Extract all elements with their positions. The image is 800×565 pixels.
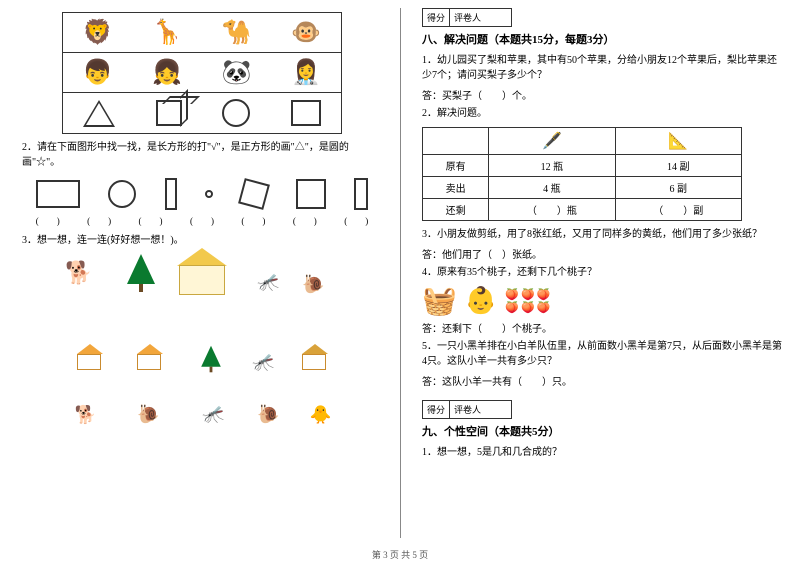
grid-row-people: 👦 👧 🐼 👩‍⚕️ [63, 53, 341, 93]
mosquito-icon: 🦟 [257, 272, 279, 293]
cell: 还剩 [423, 199, 489, 221]
q8-1: 1．幼儿园买了梨和苹果，其中有50个苹果，分给小朋友12个苹果后，梨比苹果还少7… [422, 53, 782, 83]
table-row: 还剩 （ ）瓶 （ ）副 [423, 199, 742, 221]
reviewer-label: 评卷人 [450, 9, 485, 26]
small-house-icon [77, 352, 103, 374]
section-9-title: 九、个性空间（本题共5分） [422, 423, 782, 439]
paren: ( ) [190, 214, 214, 227]
camel-icon: 🐪 [222, 18, 252, 47]
shape-diamond [238, 178, 270, 210]
baby-icon: 👶 [465, 286, 497, 316]
paren: ( ) [293, 214, 317, 227]
score-box-2: 得分 评卷人 [422, 400, 512, 419]
cell: 原有 [423, 155, 489, 177]
mosquito-icon: 🦟 [252, 352, 274, 373]
q8-5-answer: 答：这队小羊一共有（ ）只。 [422, 375, 782, 390]
shape-circle [108, 180, 136, 208]
grid-row-animals: 🦁 🦒 🐪 🐵 [63, 13, 341, 53]
page-footer: 第 3 页 共 5 页 [0, 548, 800, 561]
paren: ( ) [87, 214, 111, 227]
q3-text: 3．想一想，连一连(好好想一想！)。 [22, 233, 382, 248]
nurse-icon: 👩‍⚕️ [291, 58, 321, 87]
cell: （ ）副 [615, 199, 741, 221]
peach-icons: 🍑🍑🍑🍑🍑🍑 [505, 288, 552, 314]
paren: ( ) [36, 214, 60, 227]
q8-5: 5．一只小黑羊排在小白羊队伍里，从前面数小黑羊是第7只，从后面数小黑羊是第4只。… [422, 339, 782, 369]
cell: （ ）瓶 [489, 199, 615, 221]
lion-icon: 🦁 [83, 18, 113, 47]
q8-3: 3．小朋友做剪纸，用了8张红纸，又用了同样多的黄纸，他们用了多少张纸？ [422, 227, 782, 242]
th-blank [423, 128, 489, 155]
shape-thin-rect [354, 178, 368, 210]
q8-4: 4．原来有35个桃子，还剩下几个桃子？ [422, 265, 782, 280]
cell: 12 瓶 [489, 155, 615, 177]
q3-scene: 🐕 🦟 🐌 🦟 🐕 🐌 🦟 🐌 🐥 [57, 252, 347, 427]
table-row: 原有 12 瓶 14 副 [423, 155, 742, 177]
cell: 卖出 [423, 177, 489, 199]
q8-3-answer: 答：他们用了（ ）张纸。 [422, 248, 782, 263]
small-house-icon [137, 352, 163, 374]
q2-text: 2．请在下面图形中找一找，是长方形的打"√"，是正方形的画"△"，是圆的画"☆"… [22, 140, 382, 170]
big-house-icon [177, 262, 227, 302]
shape-rect [36, 180, 80, 208]
score-label: 得分 [423, 9, 450, 26]
cell: 4 瓶 [489, 177, 615, 199]
th-ink: 🖋️ [489, 128, 615, 155]
score-box: 得分 评卷人 [422, 8, 512, 27]
shape-square [296, 179, 326, 209]
panda-icon: 🐼 [222, 58, 252, 87]
giraffe-icon: 🦒 [152, 18, 182, 47]
column-divider [400, 8, 401, 538]
th-ruler: 📐 [615, 128, 741, 155]
table-row: 卖出 4 瓶 6 副 [423, 177, 742, 199]
tree-icon [127, 254, 155, 292]
triangle-icon [83, 100, 115, 127]
grid-row-shapes [63, 93, 341, 133]
circle-icon [222, 99, 250, 127]
peach-scene: 🧺 👶 🍑🍑🍑🍑🍑🍑 [422, 284, 782, 318]
snail-icon: 🐌 [257, 404, 279, 425]
small-tree-icon [201, 346, 221, 373]
cube-icon [156, 100, 182, 126]
dog-icon: 🐕 [75, 405, 97, 426]
q2-shapes-row [22, 178, 382, 210]
paren: ( ) [241, 214, 265, 227]
q2-answer-row: ( ) ( ) ( ) ( ) ( ) ( ) ( ) [22, 214, 382, 227]
dog-icon: 🐕 [65, 260, 92, 286]
inventory-table: 🖋️ 📐 原有 12 瓶 14 副 卖出 4 瓶 6 副 还剩 （ ）瓶 （ ）… [422, 127, 742, 221]
q8-2: 2．解决问题。 [422, 106, 782, 121]
left-column: 🦁 🦒 🐪 🐵 👦 👧 🐼 👩‍⚕️ 2．请在下面图形中找一找，是长方形的打"√… [0, 0, 400, 545]
girl-icon: 👧 [152, 58, 182, 87]
monkey-icon: 🐵 [291, 18, 321, 47]
reviewer-label: 评卷人 [450, 401, 485, 418]
score-label: 得分 [423, 401, 450, 418]
boy-icon: 👦 [83, 58, 113, 87]
section-8-title: 八、解决问题（本题共15分，每题3分） [422, 31, 782, 47]
q9-1: 1．想一想，5是几和几合成的？ [422, 445, 782, 460]
ink-icon: 🖋️ [542, 133, 562, 150]
q8-4-answer: 答：还剩下（ ）个桃子。 [422, 322, 782, 337]
cell: 14 副 [615, 155, 741, 177]
cell: 6 副 [615, 177, 741, 199]
shape-dot [205, 190, 213, 198]
mosquito-icon: 🦟 [202, 404, 224, 425]
snail-icon: 🐌 [137, 404, 159, 425]
table-row: 🖋️ 📐 [423, 128, 742, 155]
right-column: 得分 评卷人 八、解决问题（本题共15分，每题3分） 1．幼儿园买了梨和苹果，其… [400, 0, 800, 545]
shape-tall-rect [165, 178, 177, 210]
grid-picture: 🦁 🦒 🐪 🐵 👦 👧 🐼 👩‍⚕️ [62, 12, 342, 134]
paren: ( ) [139, 214, 163, 227]
bird-icon: 🐥 [310, 405, 332, 426]
square-icon [291, 100, 321, 126]
ruler-icon: 📐 [668, 133, 688, 150]
small-house-icon [302, 352, 328, 374]
snail-icon: 🐌 [302, 274, 324, 295]
q8-1-answer: 答：买梨子（ ）个。 [422, 89, 782, 104]
basket-icon: 🧺 [422, 284, 457, 318]
paren: ( ) [344, 214, 368, 227]
